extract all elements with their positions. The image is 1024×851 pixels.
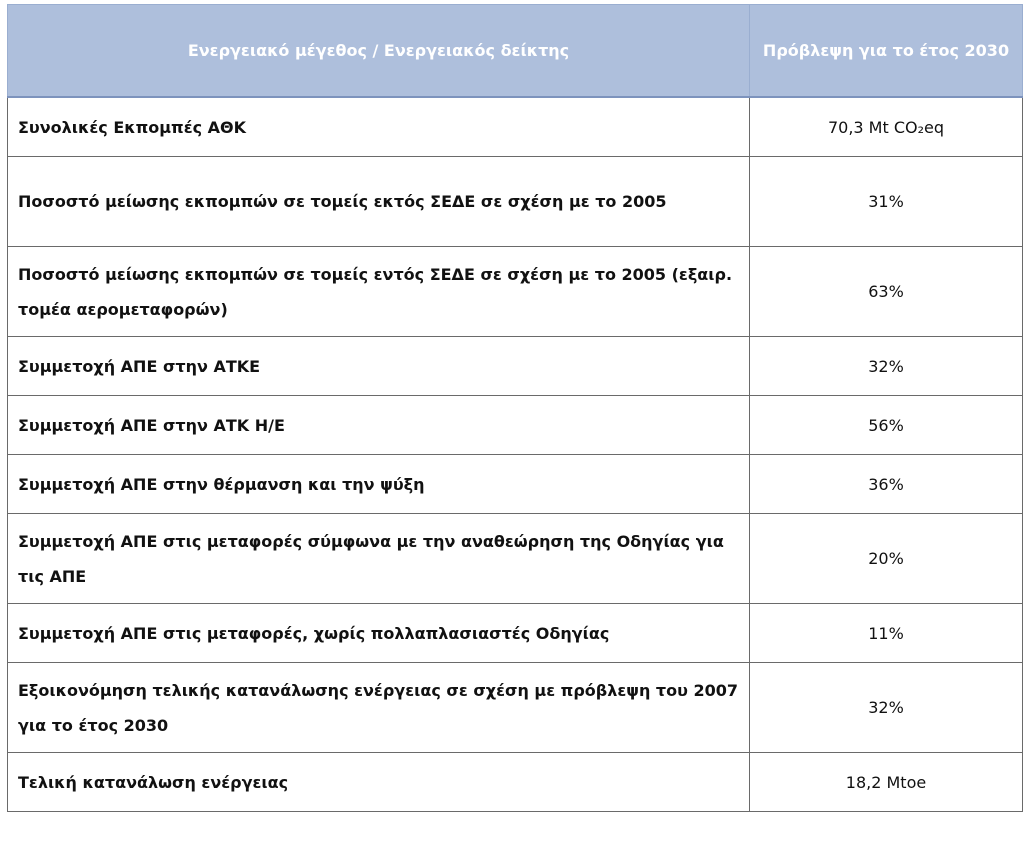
energy-indicators-table: Ενεργειακό μέγεθος / Ενεργειακός δείκτης…	[7, 4, 1023, 812]
row-label: Συμμετοχή ΑΠΕ στις μεταφορές σύμφωνα με …	[7, 513, 750, 604]
table-row: Ποσοστό μείωσης εκπομπών σε τομείς εντός…	[7, 246, 1023, 337]
row-value: 11%	[749, 603, 1023, 663]
header-forecast-2030: Πρόβλεψη για το έτος 2030	[749, 4, 1023, 98]
table-header-row: Ενεργειακό μέγεθος / Ενεργειακός δείκτης…	[7, 4, 1023, 98]
row-label: Συμμετοχή ΑΠΕ στην ΑΤΚ Η/Ε	[7, 395, 750, 455]
row-value: 63%	[749, 246, 1023, 337]
row-value: 20%	[749, 513, 1023, 604]
row-label: Ποσοστό μείωσης εκπομπών σε τομείς εντός…	[7, 246, 750, 337]
row-value: 18,2 Mtoe	[749, 752, 1023, 812]
row-label: Ποσοστό μείωσης εκπομπών σε τομείς εκτός…	[7, 156, 750, 247]
header-indicator: Ενεργειακό μέγεθος / Ενεργειακός δείκτης	[7, 4, 750, 98]
row-value: 70,3 Mt CO₂eq	[749, 96, 1023, 157]
row-label: Συμμετοχή ΑΠΕ στην θέρμανση και την ψύξη	[7, 454, 750, 514]
row-label: Συνολικές Εκπομπές ΑΘΚ	[7, 96, 750, 157]
table-row: Συμμετοχή ΑΠΕ στην θέρμανση και την ψύξη…	[7, 454, 1023, 514]
row-label: Τελική κατανάλωση ενέργειας	[7, 752, 750, 812]
row-value: 36%	[749, 454, 1023, 514]
table-row: Συνολικές Εκπομπές ΑΘΚ 70,3 Mt CO₂eq	[7, 96, 1023, 157]
table-row: Ποσοστό μείωσης εκπομπών σε τομείς εκτός…	[7, 156, 1023, 247]
row-value: 56%	[749, 395, 1023, 455]
row-label: Συμμετοχή ΑΠΕ στην ΑΤΚΕ	[7, 336, 750, 396]
row-label: Συμμετοχή ΑΠΕ στις μεταφορές, χωρίς πολλ…	[7, 603, 750, 663]
table-row: Συμμετοχή ΑΠΕ στις μεταφορές σύμφωνα με …	[7, 513, 1023, 604]
row-value: 31%	[749, 156, 1023, 247]
row-value: 32%	[749, 336, 1023, 396]
row-value: 32%	[749, 662, 1023, 753]
table-row: Εξοικονόμηση τελικής κατανάλωσης ενέργει…	[7, 662, 1023, 753]
table-row: Τελική κατανάλωση ενέργειας 18,2 Mtoe	[7, 752, 1023, 812]
row-label: Εξοικονόμηση τελικής κατανάλωσης ενέργει…	[7, 662, 750, 753]
table-row: Συμμετοχή ΑΠΕ στην ΑΤΚ Η/Ε 56%	[7, 395, 1023, 455]
table-row: Συμμετοχή ΑΠΕ στην ΑΤΚΕ 32%	[7, 336, 1023, 396]
table-row: Συμμετοχή ΑΠΕ στις μεταφορές, χωρίς πολλ…	[7, 603, 1023, 663]
